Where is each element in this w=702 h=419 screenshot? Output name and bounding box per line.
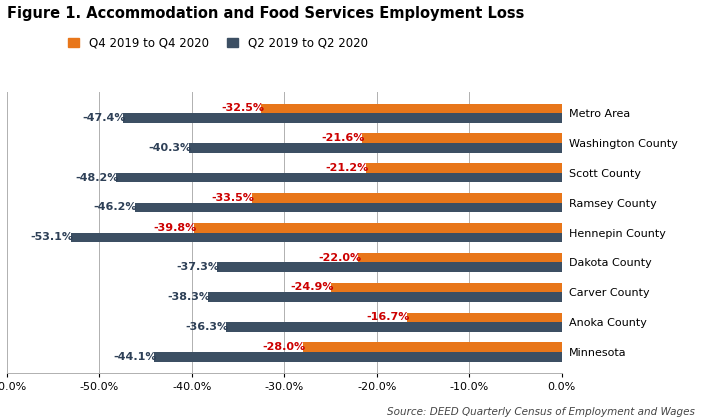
- Text: -24.9%: -24.9%: [291, 282, 334, 292]
- Bar: [362, 133, 562, 143]
- Text: -32.5%: -32.5%: [221, 103, 264, 113]
- Bar: [331, 283, 562, 292]
- Bar: [116, 173, 562, 182]
- Bar: [189, 143, 562, 153]
- Text: -53.1%: -53.1%: [31, 232, 74, 242]
- Text: -33.5%: -33.5%: [212, 193, 255, 203]
- Bar: [261, 103, 562, 113]
- Text: -47.4%: -47.4%: [83, 113, 126, 123]
- Text: -48.2%: -48.2%: [76, 173, 119, 183]
- Bar: [252, 193, 562, 203]
- Bar: [135, 203, 562, 212]
- Bar: [358, 253, 562, 262]
- Text: -44.1%: -44.1%: [113, 352, 157, 362]
- Bar: [226, 322, 562, 332]
- Text: -22.0%: -22.0%: [318, 253, 361, 263]
- Text: -37.3%: -37.3%: [177, 262, 220, 272]
- Bar: [208, 292, 562, 302]
- Text: -38.3%: -38.3%: [167, 292, 211, 302]
- Bar: [366, 163, 562, 173]
- Text: -21.6%: -21.6%: [322, 133, 365, 143]
- Text: -40.3%: -40.3%: [149, 143, 192, 153]
- Text: Figure 1. Accommodation and Food Services Employment Loss: Figure 1. Accommodation and Food Service…: [7, 6, 524, 21]
- Legend: Q4 2019 to Q4 2020, Q2 2019 to Q2 2020: Q4 2019 to Q4 2020, Q2 2019 to Q2 2020: [67, 36, 368, 49]
- Bar: [217, 262, 562, 272]
- Text: -21.2%: -21.2%: [325, 163, 369, 173]
- Text: -39.8%: -39.8%: [153, 223, 197, 233]
- Text: -16.7%: -16.7%: [366, 312, 410, 322]
- Bar: [407, 313, 562, 322]
- Bar: [194, 223, 562, 233]
- Bar: [71, 233, 562, 242]
- Text: -28.0%: -28.0%: [263, 342, 305, 352]
- Text: -46.2%: -46.2%: [94, 202, 138, 212]
- Bar: [124, 113, 562, 123]
- Bar: [303, 342, 562, 352]
- Text: Source: DEED Quarterly Census of Employment and Wages: Source: DEED Quarterly Census of Employm…: [387, 407, 695, 417]
- Text: -36.3%: -36.3%: [186, 322, 229, 332]
- Bar: [154, 352, 562, 362]
